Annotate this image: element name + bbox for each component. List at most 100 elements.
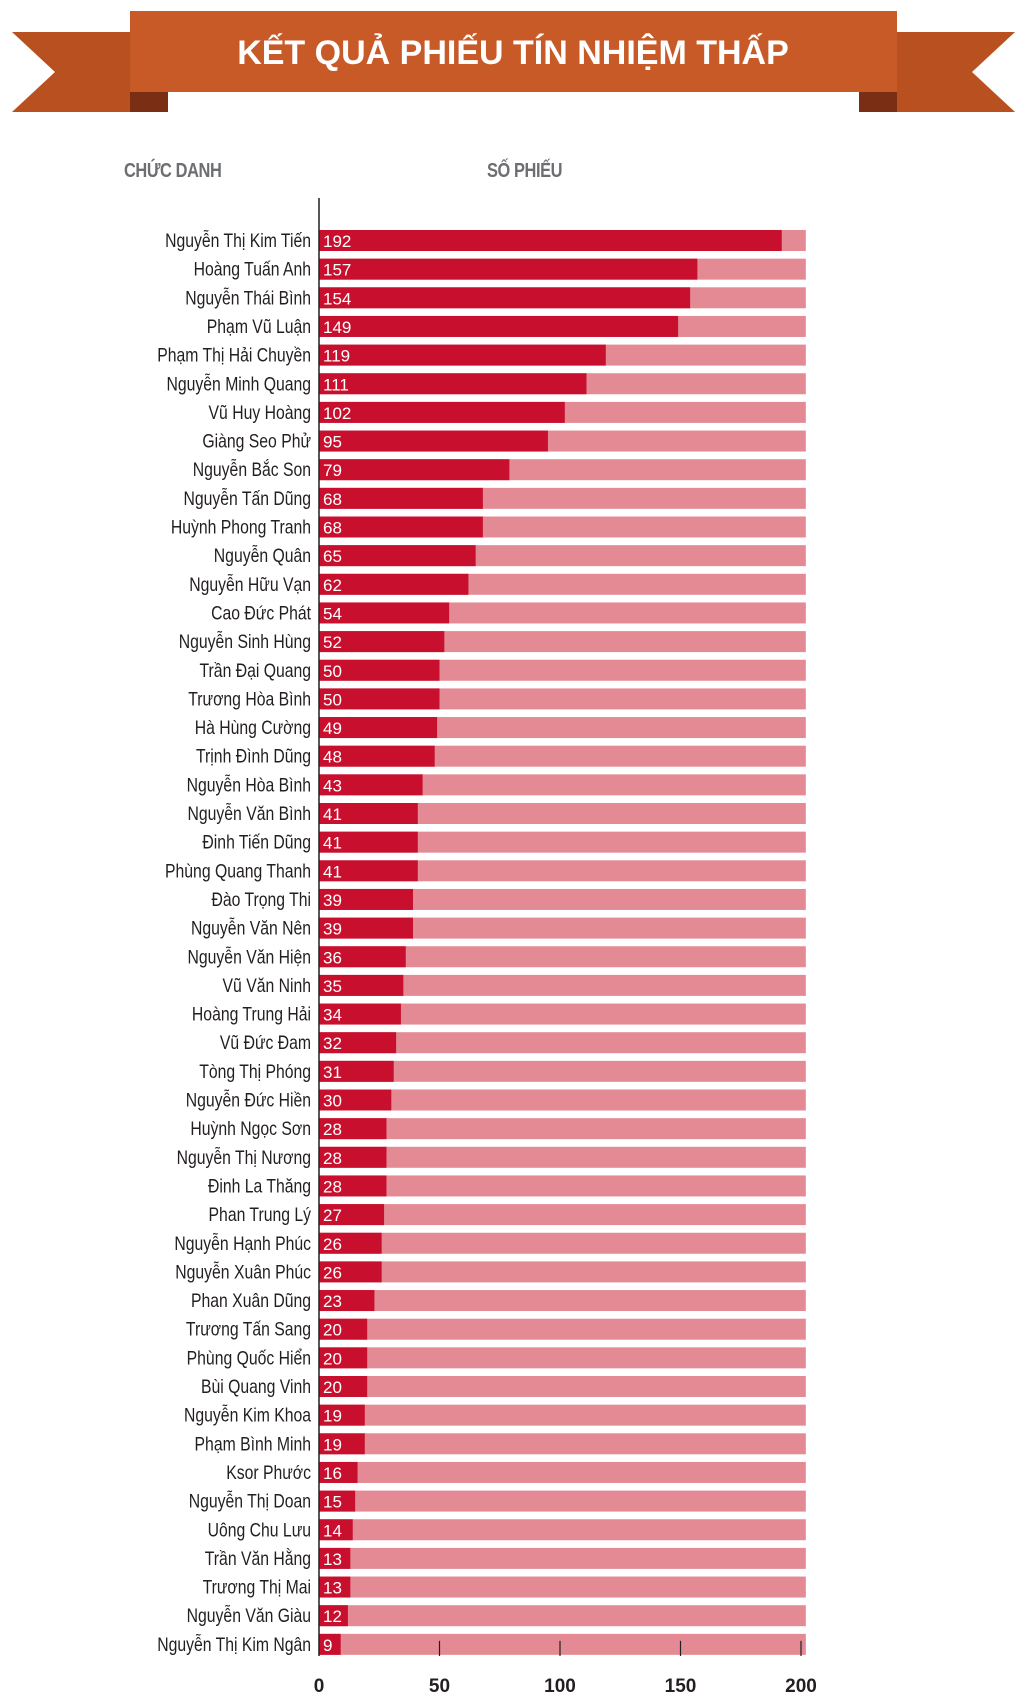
value-label: 50 [323, 690, 342, 709]
value-label: 9 [323, 1636, 332, 1655]
category-label: Vũ Đức Đam [220, 1032, 311, 1054]
bar-track [319, 1576, 806, 1598]
category-label: Trương Tấn Sang [186, 1318, 311, 1340]
category-label: Nguyễn Hữu Vạn [189, 572, 311, 595]
bar [319, 1519, 353, 1541]
value-label: 62 [323, 576, 342, 595]
value-label: 13 [323, 1579, 342, 1598]
category-label: Cao Đức Phát [211, 602, 311, 624]
value-label: 20 [323, 1378, 342, 1397]
value-label: 34 [323, 1006, 342, 1025]
bar [319, 430, 548, 452]
category-label: Phùng Quốc Hiển [187, 1347, 311, 1369]
bar [319, 1576, 351, 1598]
value-label: 13 [323, 1550, 342, 1569]
category-label: Nguyễn Tấn Dũng [183, 486, 311, 509]
tick-label: 200 [785, 1676, 817, 1697]
category-label: Nguyễn Văn Giàu [187, 1604, 311, 1627]
value-label: 95 [323, 433, 342, 452]
value-label: 192 [323, 232, 351, 251]
bar-track [319, 917, 806, 939]
bar-track [319, 1461, 806, 1483]
value-label: 111 [323, 375, 349, 394]
category-label: Trương Thị Mai [203, 1576, 311, 1598]
category-label: Ksor Phước [226, 1462, 311, 1484]
value-label: 28 [323, 1120, 342, 1139]
category-label: Nguyễn Thị Kim Tiến [165, 229, 311, 252]
bar [319, 1175, 387, 1197]
bar-track [319, 1118, 806, 1140]
value-label: 31 [323, 1063, 342, 1082]
value-label: 27 [323, 1206, 342, 1225]
bar [319, 602, 450, 624]
value-label: 54 [323, 604, 342, 623]
category-label: Phùng Quang Thanh [165, 860, 311, 882]
category-label: Nguyễn Sinh Hùng [179, 630, 311, 653]
bar-track [319, 1032, 806, 1054]
value-label: 32 [323, 1034, 342, 1053]
bar-track [319, 1175, 806, 1197]
bar [319, 258, 698, 280]
bar [319, 774, 423, 796]
value-label: 119 [323, 347, 350, 366]
bar [319, 1404, 365, 1426]
value-label: 28 [323, 1177, 342, 1196]
category-label: Nguyễn Quân [214, 544, 311, 567]
value-label: 19 [323, 1407, 342, 1426]
category-label: Vũ Văn Ninh [223, 974, 311, 996]
x-tick-labels: 0 50 100 150 200 [314, 1676, 817, 1697]
bar-track [319, 1404, 806, 1426]
banner-main [130, 11, 897, 92]
bar-track [319, 1089, 806, 1111]
bar-track [319, 831, 806, 853]
category-label: Tòng Thị Phóng [199, 1060, 311, 1082]
category-label: Nguyễn Bắc Son [193, 458, 311, 481]
bar [319, 631, 445, 653]
bar-track [319, 1261, 806, 1283]
bar-track [319, 1347, 806, 1369]
bar [319, 717, 438, 739]
bar-track [319, 659, 806, 681]
category-label: Hoàng Tuấn Anh [194, 258, 311, 280]
banner-title: KẾT QUẢ PHIẾU TÍN NHIỆM THẤP [237, 34, 789, 72]
value-label: 149 [323, 318, 351, 337]
category-label: Phạm Thị Hải Chuyền [157, 344, 311, 366]
bar-track [319, 745, 806, 767]
bar [319, 545, 476, 567]
value-label: 41 [323, 862, 342, 881]
value-label: 28 [323, 1149, 342, 1168]
column-header-name: CHỨC DANH [124, 160, 222, 182]
bar-track [319, 1490, 806, 1512]
value-label: 14 [323, 1521, 342, 1540]
value-label: 20 [323, 1349, 342, 1368]
bar [319, 1204, 385, 1226]
bar [319, 688, 440, 710]
bar-track [319, 1605, 806, 1627]
bar [319, 1547, 351, 1569]
bar [319, 1089, 392, 1111]
category-label: Nguyễn Đức Hiền [186, 1088, 311, 1111]
bar [319, 487, 483, 509]
bar [319, 745, 435, 767]
value-label: 41 [323, 805, 342, 824]
bar-track [319, 1433, 806, 1455]
bar-track [319, 1146, 806, 1168]
bar [319, 860, 418, 882]
bar-track [319, 946, 806, 968]
bar [319, 831, 418, 853]
bar [319, 1347, 368, 1369]
banner-right-fold [859, 92, 897, 112]
category-label: Đinh Tiến Dũng [202, 831, 311, 853]
category-label: Phan Trung Lý [209, 1204, 312, 1226]
bar-track [319, 1633, 806, 1655]
bar [319, 401, 565, 423]
bar [319, 344, 606, 366]
value-label: 26 [323, 1235, 342, 1254]
bar [319, 373, 587, 395]
bar [319, 946, 406, 968]
bar [319, 315, 679, 337]
value-label: 43 [323, 776, 342, 795]
bar [319, 803, 418, 824]
category-label: Nguyễn Thái Bình [185, 286, 311, 309]
bar [319, 459, 510, 481]
